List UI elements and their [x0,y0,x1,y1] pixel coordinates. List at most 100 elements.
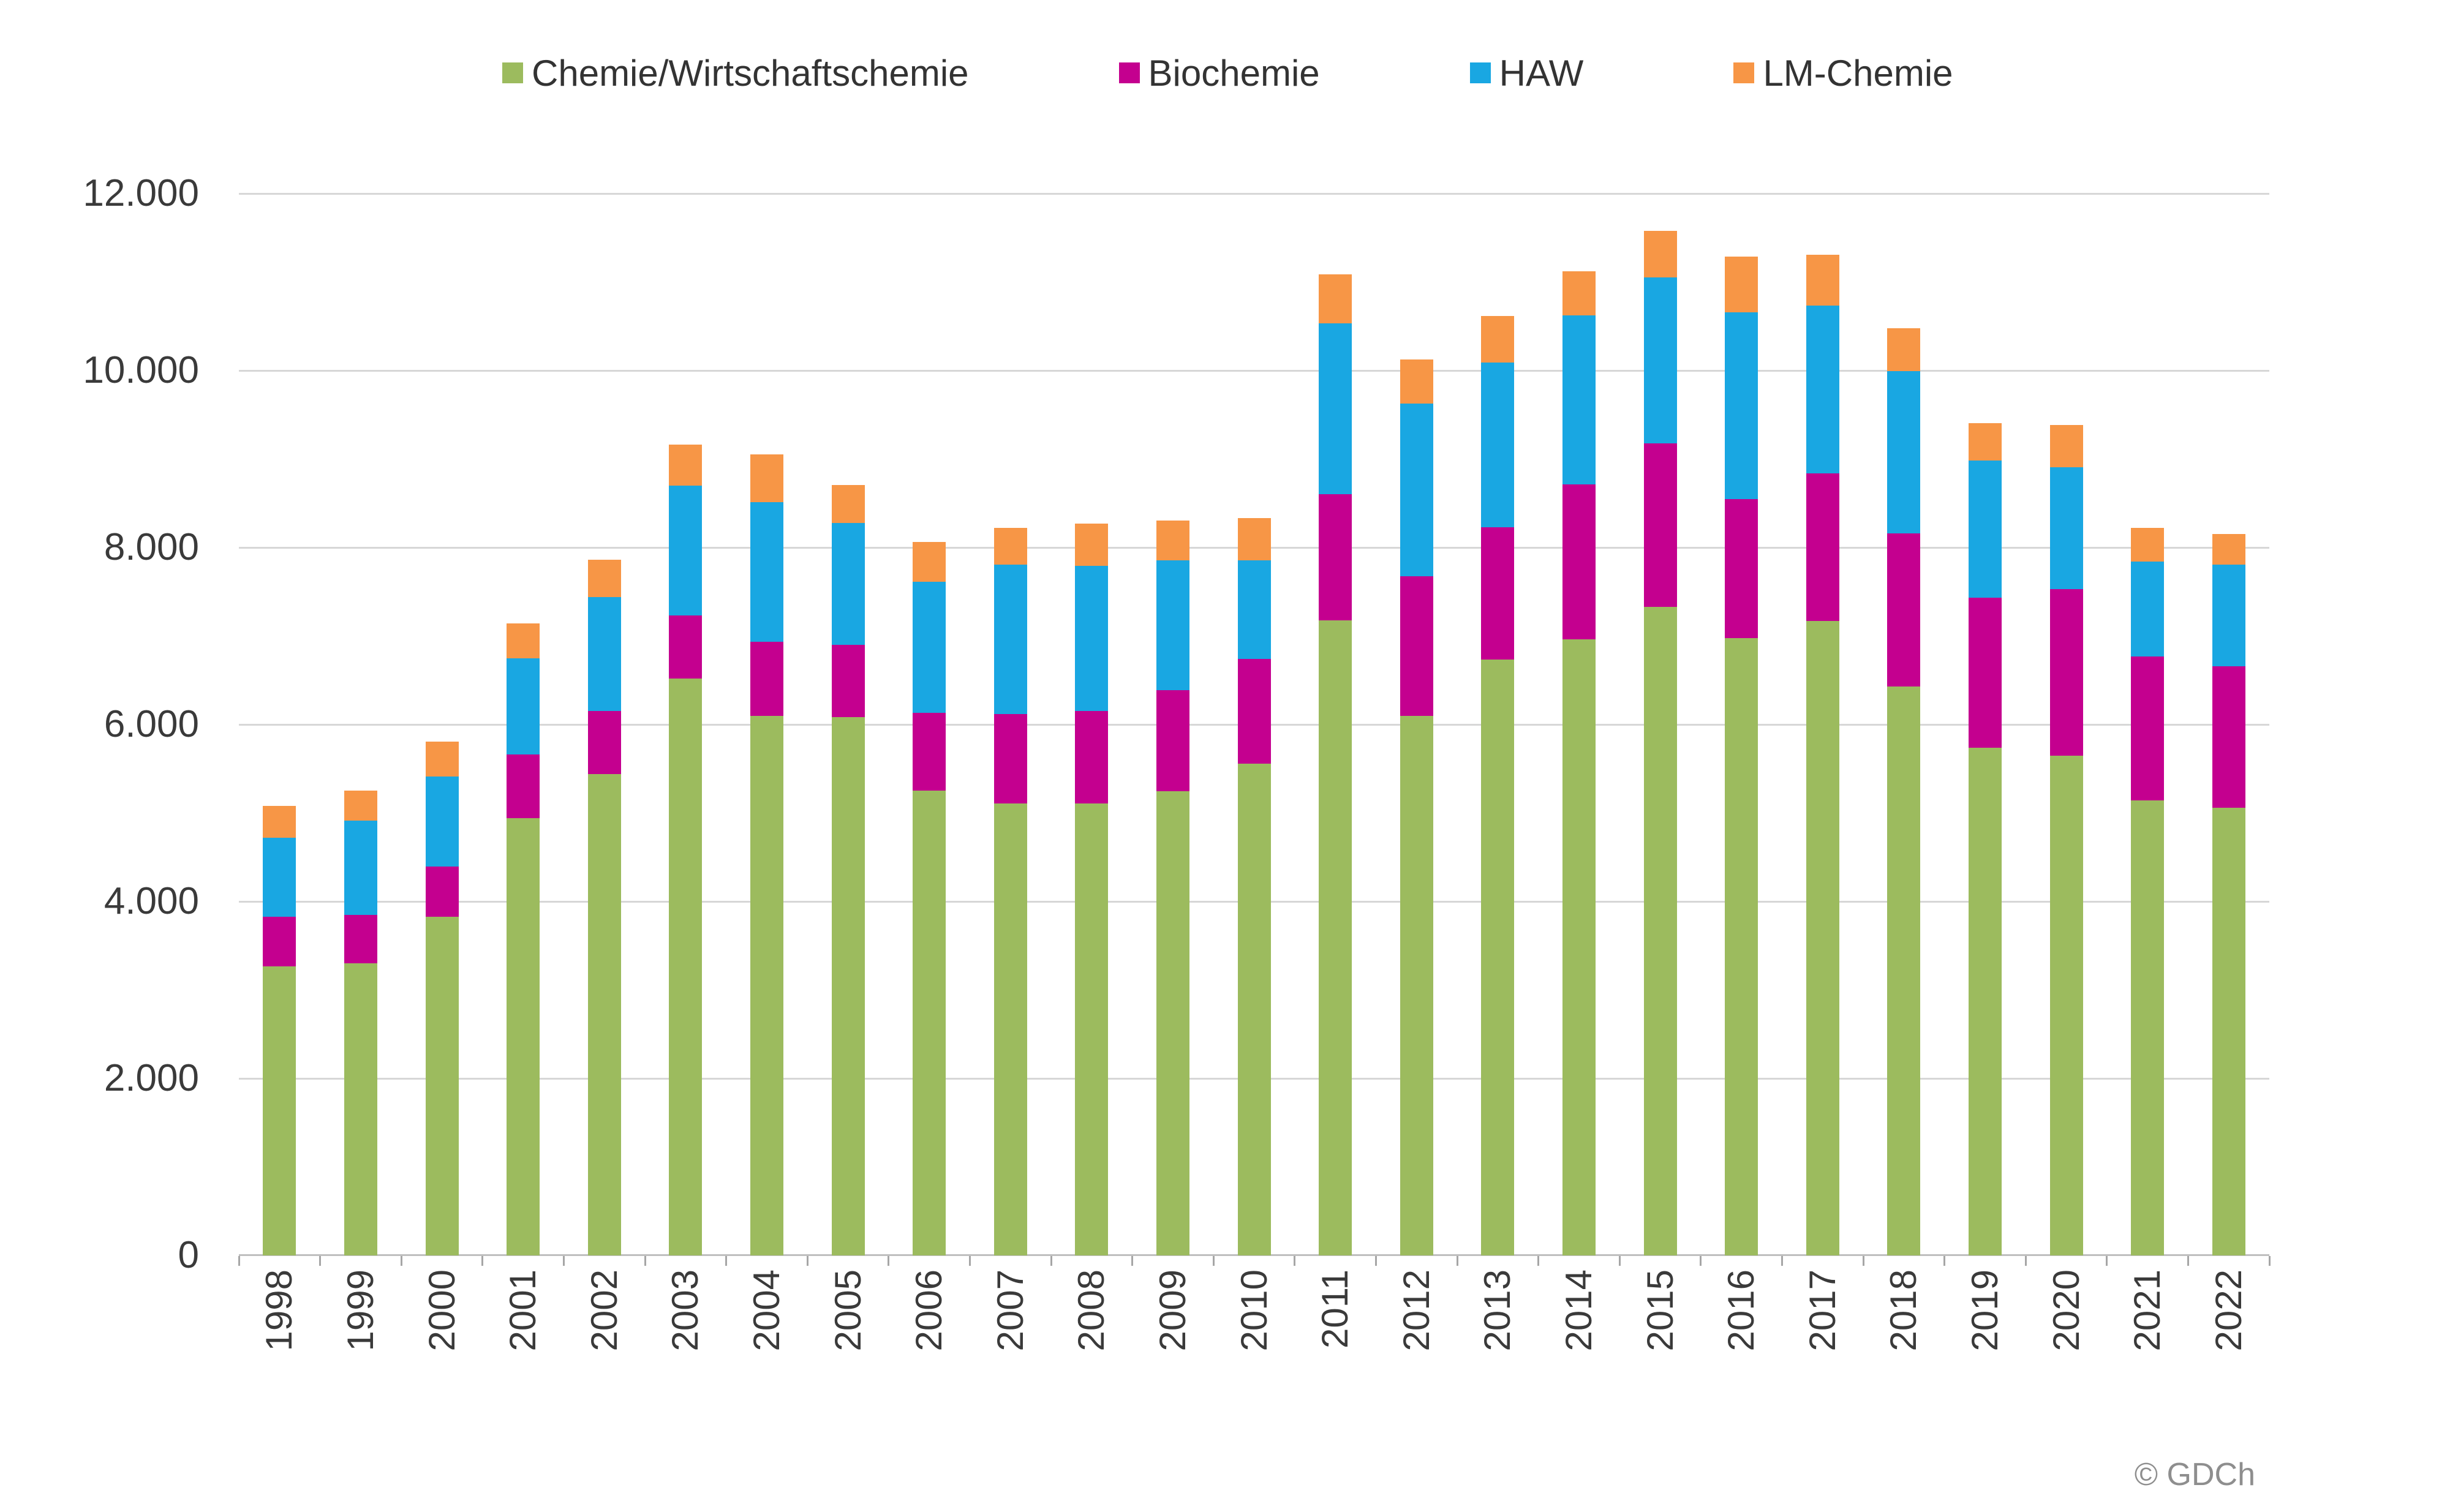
segment-biochemie-2021 [2131,656,2165,801]
y-tick-label: 8.000 [104,526,199,568]
segment-haw-2015 [1643,277,1677,443]
segment-lm-chemie-2007 [993,527,1027,565]
segment-haw-2004 [750,502,783,642]
x-tick-label-2014: 2014 [1558,1269,1599,1352]
axis-tick [1700,1256,1702,1266]
segment-chemie-wirtschaftschemie-2014 [1562,639,1596,1255]
bar-1999 [344,790,377,1255]
x-tick-label-2022: 2022 [2207,1269,2249,1352]
y-tick-label: 4.000 [104,880,199,922]
segment-lm-chemie-2013 [1481,316,1515,363]
bar-2012 [1400,359,1433,1255]
segment-lm-chemie-2021 [2131,528,2165,562]
bar-2005 [831,485,865,1255]
segment-biochemie-2005 [831,644,865,718]
segment-lm-chemie-2009 [1156,520,1189,560]
bar-2001 [507,623,540,1255]
segment-biochemie-2018 [1887,533,1921,686]
x-tick-label-2019: 2019 [1964,1269,2005,1352]
axis-tick [562,1256,565,1266]
segment-chemie-wirtschaftschemie-2018 [1887,686,1921,1255]
x-tick-label-2001: 2001 [502,1269,544,1352]
axis-tick [1050,1256,1052,1266]
segment-biochemie-2009 [1156,690,1189,792]
bar-2013 [1481,316,1515,1255]
bar-2017 [1806,254,1839,1255]
segment-biochemie-2016 [1725,498,1758,639]
bar-2003 [669,444,703,1255]
segment-lm-chemie-2011 [1319,274,1352,324]
legend-label: Chemie/Wirtschaftschemie [532,52,969,94]
segment-chemie-wirtschaftschemie-2022 [2212,807,2245,1255]
axis-tick [725,1256,728,1266]
segment-chemie-wirtschaftschemie-2000 [425,916,459,1255]
segment-chemie-wirtschaftschemie-2001 [507,818,540,1255]
segment-chemie-wirtschaftschemie-2009 [1156,791,1189,1255]
segment-lm-chemie-2018 [1887,328,1921,372]
bar-2014 [1562,271,1596,1255]
bar-2009 [1156,520,1189,1255]
x-tick-label-2005: 2005 [827,1269,869,1352]
bar-2004 [750,454,783,1255]
segment-lm-chemie-2019 [1968,423,2002,461]
segment-chemie-wirtschaftschemie-2008 [1075,803,1109,1255]
x-tick-label-2021: 2021 [2127,1269,2168,1352]
segment-haw-1999 [344,820,377,916]
bar-2002 [587,560,621,1255]
segment-haw-2001 [507,658,540,755]
segment-chemie-wirtschaftschemie-2003 [669,678,703,1255]
segment-lm-chemie-2020 [2049,424,2083,468]
axis-tick [644,1256,646,1266]
axis-tick [2024,1256,2027,1266]
legend: Chemie/Wirtschaftschemie Biochemie HAW LM-C… [502,51,1953,94]
y-tick-label: 6.000 [104,703,199,745]
axis-tick [2106,1256,2108,1266]
axis-tick [1862,1256,1864,1266]
segment-lm-chemie-1999 [344,790,377,821]
segment-chemie-wirtschaftschemie-2006 [913,791,946,1255]
segment-lm-chemie-2014 [1562,271,1596,316]
axis-tick [1456,1256,1458,1266]
segment-biochemie-1999 [344,915,377,964]
segment-haw-2018 [1887,371,1921,533]
axis-tick [1943,1256,1946,1266]
legend-item-lm-chemie: LM-Chemie [1733,52,1953,94]
x-tick-label-2013: 2013 [1477,1269,1518,1352]
segment-lm-chemie-2016 [1725,256,1758,313]
segment-chemie-wirtschaftschemie-2013 [1481,659,1515,1255]
segment-haw-2000 [425,777,459,867]
bar-2021 [2131,528,2165,1255]
x-tick-label-2015: 2015 [1639,1269,1681,1352]
axis-tick [1781,1256,1783,1266]
segment-biochemie-1998 [263,917,296,966]
segment-biochemie-2020 [2049,589,2083,756]
segment-chemie-wirtschaftschemie-2015 [1643,606,1677,1255]
axis-tick [2268,1256,2271,1266]
segment-lm-chemie-2002 [587,560,621,597]
x-tick-label-2007: 2007 [989,1269,1031,1352]
axis-tick [319,1256,322,1266]
segment-lm-chemie-2022 [2212,533,2245,565]
segment-haw-2017 [1806,305,1839,474]
axis-tick [400,1256,402,1266]
axis-tick [2187,1256,2189,1266]
segment-biochemie-2006 [913,713,946,791]
x-tick-label-2009: 2009 [1152,1269,1193,1352]
segment-lm-chemie-2001 [507,623,540,658]
axis-tick [1294,1256,1296,1266]
segment-haw-2002 [587,596,621,712]
segment-chemie-wirtschaftschemie-1998 [263,966,296,1255]
bar-2008 [1075,524,1109,1255]
copyright-label: © GDCh [2134,1457,2255,1492]
bar-2016 [1725,256,1758,1255]
axis-tick [1537,1256,1540,1266]
segment-lm-chemie-2015 [1643,230,1677,278]
segment-lm-chemie-2000 [425,742,459,777]
bar-2019 [1968,423,2002,1255]
axis-tick [968,1256,971,1266]
segment-chemie-wirtschaftschemie-2007 [993,803,1027,1255]
segment-haw-2021 [2131,562,2165,656]
legend-label: LM-Chemie [1763,52,1953,94]
segment-haw-2022 [2212,565,2245,666]
segment-biochemie-2017 [1806,473,1839,621]
